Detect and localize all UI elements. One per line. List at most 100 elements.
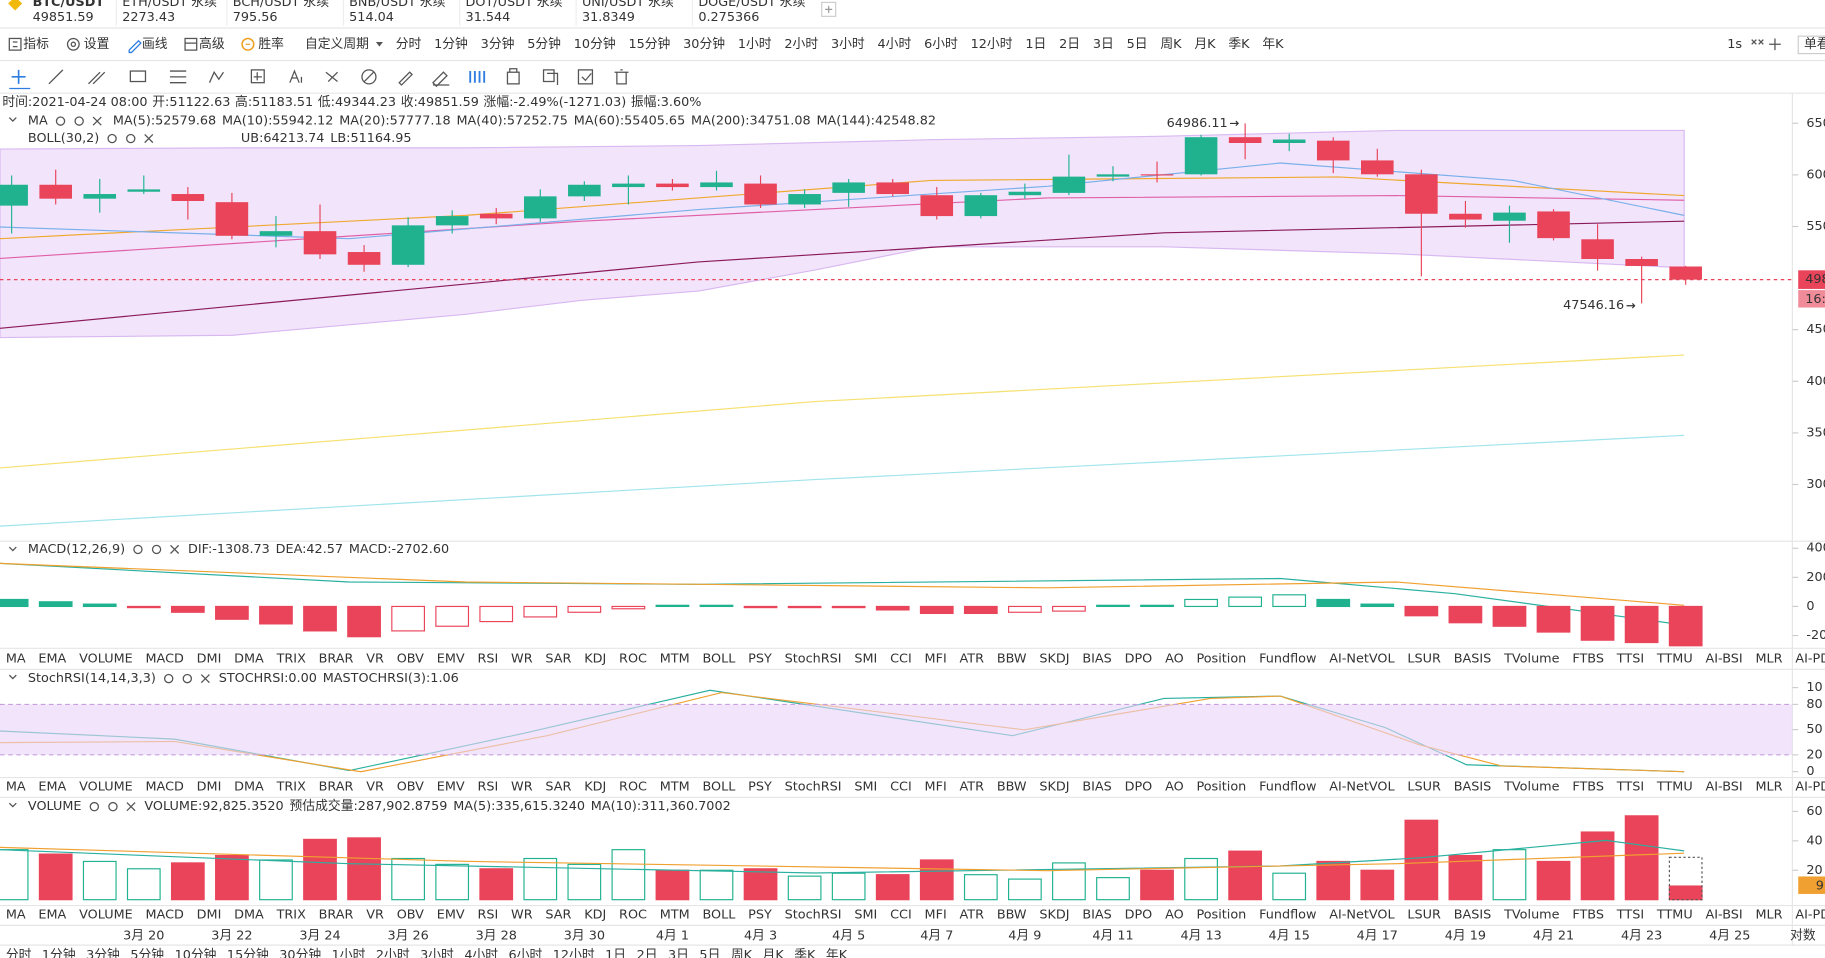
indicator-tab[interactable]: ROC [619, 651, 647, 666]
indicator-tab[interactable]: BBW [997, 651, 1027, 666]
indicator-tab[interactable]: StochRSI [785, 907, 842, 922]
indicator-tab[interactable]: TTSI [1616, 651, 1644, 666]
indicator-tab[interactable]: TTMU [1656, 651, 1693, 666]
indicator-tab[interactable]: TTSI [1616, 779, 1644, 794]
indicator-tab[interactable]: DMI [197, 779, 222, 794]
indicator-tab[interactable]: StochRSI [785, 779, 842, 794]
indicator-tab[interactable]: MACD [146, 651, 185, 666]
indicator-tab[interactable]: EMV [437, 651, 465, 666]
indicator-tab[interactable]: BBW [997, 907, 1027, 922]
indicator-tab[interactable]: KDJ [584, 651, 606, 666]
indicator-tab[interactable]: CCI [890, 907, 912, 922]
indicator-tab[interactable]: TRIX [276, 907, 306, 922]
indicator-tab[interactable]: OBV [397, 651, 424, 666]
indicator-tab[interactable]: WR [511, 651, 533, 666]
indicator-tab[interactable]: AI-NetVOL [1329, 779, 1395, 794]
indicator-tab[interactable]: BIAS [1082, 651, 1111, 666]
indicator-tab[interactable]: MTM [660, 779, 690, 794]
indicator-tab[interactable]: FTBS [1572, 779, 1604, 794]
indicator-tab[interactable]: KDJ [584, 907, 606, 922]
indicator-tab[interactable]: BOLL [702, 907, 736, 922]
indicator-tab[interactable]: MA [6, 907, 26, 922]
indicator-tab[interactable]: BRAR [319, 779, 354, 794]
indicator-tab[interactable]: MLR [1755, 651, 1782, 666]
indicator-tab[interactable]: BBW [997, 779, 1027, 794]
indicator-tab[interactable]: EMV [437, 907, 465, 922]
indicator-tab[interactable]: MTM [660, 907, 690, 922]
indicator-tab[interactable]: BASIS [1454, 779, 1492, 794]
indicator-tab[interactable]: RSI [477, 779, 498, 794]
indicator-tab[interactable]: MLR [1755, 907, 1782, 922]
indicator-tab[interactable]: FTBS [1572, 907, 1604, 922]
indicator-tab[interactable]: FTBS [1572, 651, 1604, 666]
indicator-tab[interactable]: MTM [660, 651, 690, 666]
indicator-tab[interactable]: AI-NetVOL [1329, 651, 1395, 666]
indicator-tab[interactable]: BASIS [1454, 907, 1492, 922]
indicator-tab[interactable]: AI-BSI [1706, 907, 1743, 922]
indicator-tab[interactable]: MACD [146, 779, 185, 794]
indicator-tab[interactable]: EMA [38, 907, 66, 922]
indicator-tab[interactable]: CCI [890, 779, 912, 794]
indicator-tab[interactable]: AO [1165, 651, 1184, 666]
indicator-tab[interactable]: AO [1165, 907, 1184, 922]
indicator-tab[interactable]: AI-PD [1795, 651, 1825, 666]
indicator-tab[interactable]: OBV [397, 907, 424, 922]
indicator-tab[interactable]: VOLUME [79, 779, 133, 794]
indicator-tab[interactable]: TVolume [1503, 907, 1560, 922]
indicator-tab[interactable]: DPO [1125, 779, 1153, 794]
indicator-tab[interactable]: DPO [1125, 651, 1153, 666]
indicator-tab[interactable]: TTMU [1656, 907, 1693, 922]
indicator-tab[interactable]: StochRSI [785, 651, 842, 666]
indicator-tab[interactable]: LSUR [1407, 907, 1441, 922]
indicator-tab[interactable]: ROC [619, 779, 647, 794]
indicator-tab[interactable]: SMI [854, 907, 877, 922]
indicator-tab[interactable]: SMI [854, 779, 877, 794]
indicator-tab[interactable]: TVolume [1503, 651, 1560, 666]
indicator-tab[interactable]: AI-PD [1795, 907, 1825, 922]
indicator-tab[interactable]: AI-NetVOL [1329, 907, 1395, 922]
indicator-tab[interactable]: SKDJ [1039, 779, 1069, 794]
indicator-tab[interactable]: EMV [437, 779, 465, 794]
indicator-tab[interactable]: Fundflow [1259, 779, 1316, 794]
indicator-tab[interactable]: LSUR [1407, 779, 1441, 794]
indicator-tab[interactable]: BRAR [319, 907, 354, 922]
indicator-tab[interactable]: BOLL [702, 651, 736, 666]
indicator-tab[interactable]: PSY [748, 779, 772, 794]
indicator-tab[interactable]: MA [6, 779, 26, 794]
indicator-tab[interactable]: MLR [1755, 779, 1782, 794]
indicator-tab[interactable]: Fundflow [1259, 651, 1316, 666]
indicator-tab[interactable]: Position [1196, 907, 1246, 922]
indicator-tab[interactable]: TRIX [276, 651, 306, 666]
indicator-tab[interactable]: AO [1165, 779, 1184, 794]
indicator-tab[interactable]: WR [511, 907, 533, 922]
indicator-tab[interactable]: BOLL [702, 779, 736, 794]
indicator-tab[interactable]: ROC [619, 907, 647, 922]
indicator-tab[interactable]: DMI [197, 651, 222, 666]
indicator-tab[interactable]: ATR [960, 907, 985, 922]
indicator-tab[interactable]: DPO [1125, 907, 1153, 922]
indicator-tab[interactable]: RSI [477, 907, 498, 922]
indicator-tab[interactable]: AI-PD [1795, 779, 1825, 794]
indicator-tab[interactable]: EMA [38, 651, 66, 666]
indicator-tab[interactable]: SAR [545, 651, 571, 666]
indicator-tab[interactable]: PSY [748, 651, 772, 666]
indicator-tab[interactable]: SAR [545, 907, 571, 922]
indicator-tab[interactable]: BASIS [1454, 651, 1492, 666]
indicator-tab[interactable]: KDJ [584, 779, 606, 794]
indicator-tab[interactable]: VR [366, 651, 384, 666]
indicator-tab[interactable]: TVolume [1503, 779, 1560, 794]
indicator-tab[interactable]: MFI [925, 907, 947, 922]
indicator-tab[interactable]: AI-BSI [1706, 779, 1743, 794]
indicator-tab[interactable]: DMA [234, 779, 264, 794]
indicator-tab[interactable]: PSY [748, 907, 772, 922]
indicator-tab[interactable]: Position [1196, 779, 1246, 794]
indicator-tab[interactable]: VOLUME [79, 907, 133, 922]
indicator-tab[interactable]: TTSI [1616, 907, 1644, 922]
indicator-tab[interactable]: AI-BSI [1706, 651, 1743, 666]
indicator-tab[interactable]: MFI [925, 779, 947, 794]
indicator-tab[interactable]: LSUR [1407, 651, 1441, 666]
indicator-tab[interactable]: MACD [146, 907, 185, 922]
indicator-tab[interactable]: EMA [38, 779, 66, 794]
indicator-tab[interactable]: SMI [854, 651, 877, 666]
indicator-tab[interactable]: BIAS [1082, 779, 1111, 794]
